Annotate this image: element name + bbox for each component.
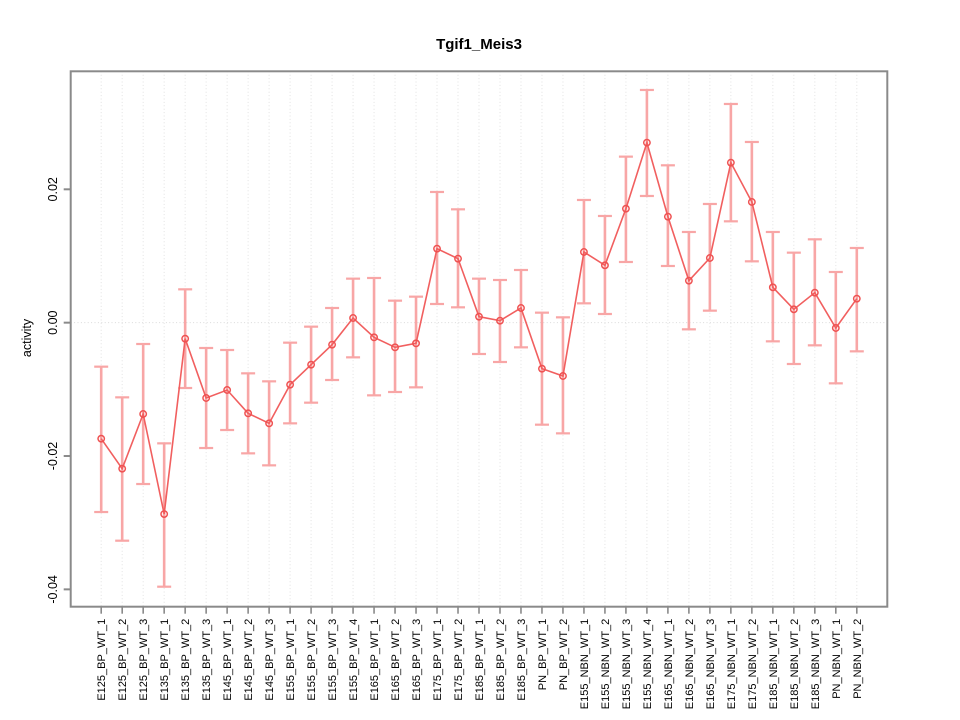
data-point-marker [579,248,588,256]
x-tick-label: E125_BP_WT_2 [117,619,129,701]
x-tick-label: E155_NBN_WT_2 [600,619,612,710]
x-tick-label: E165_BP_WT_2 [390,619,402,701]
chart-title: Tgif1_Meis3 [436,36,522,53]
data-point-marker [433,244,441,253]
data-point-marker [747,198,756,206]
x-tick-label: E165_BP_WT_3 [411,619,423,701]
data-point-marker [349,314,358,322]
x-tick-label: E145_BP_WT_1 [222,619,234,701]
data-point-marker [789,305,798,314]
x-tick-label: E135_BP_WT_2 [180,619,192,701]
data-point-marker [370,333,379,342]
data-point-marker [726,158,735,167]
x-tick-label: E185_NBN_WT_2 [789,619,801,710]
data-point-marker [118,464,127,473]
data-point-marker [852,294,861,303]
x-tick-label: E185_BP_WT_3 [516,619,528,701]
x-tick-label: E155_BP_WT_3 [327,619,339,701]
data-point-marker [97,434,106,443]
x-tick-label: PN_NBN_WT_1 [831,619,843,699]
data-point-marker [391,343,399,352]
data-point-marker [810,288,819,297]
x-tick-label: E155_BP_WT_4 [348,619,360,701]
x-tick-label: E175_NBN_WT_2 [747,619,759,710]
data-point-marker [768,283,777,292]
y-tick-label: 0.00 [46,310,60,334]
x-tick-label: E165_NBN_WT_2 [684,619,696,710]
data-point-marker [621,204,630,213]
data-point-marker [705,254,714,262]
x-tick-label: E165_NBN_WT_3 [705,619,717,710]
x-tick-label: E145_BP_WT_2 [243,619,255,701]
data-point-marker [286,380,295,389]
x-tick-label: E155_NBN_WT_4 [642,619,654,710]
y-axis-label: activity [20,318,34,358]
x-tick-label: E185_BP_WT_2 [495,619,507,701]
x-tick-label: E165_BP_WT_1 [369,619,381,701]
data-point-marker [475,312,483,321]
data-point-marker [454,254,462,263]
data-point-marker [538,364,546,373]
data-point-marker [244,409,253,418]
data-point-marker [831,324,840,332]
data-point-marker [223,386,232,394]
x-tick-label: E155_NBN_WT_3 [621,619,633,710]
x-tick-label: E185_NBN_WT_1 [768,619,780,710]
x-tick-label: E125_BP_WT_1 [96,619,108,701]
data-point-marker [202,394,211,402]
y-tick-label: 0.02 [46,177,60,201]
data-point-marker [684,276,693,285]
x-tick-label: E175_BP_WT_1 [432,619,444,701]
x-tick-label: E185_BP_WT_1 [474,619,486,701]
data-point-marker [265,419,274,428]
x-tick-label: E175_NBN_WT_1 [726,619,738,710]
data-point-marker [412,339,420,348]
x-tick-label: E185_NBN_WT_3 [810,619,822,710]
x-tick-label: E125_BP_WT_3 [138,619,150,701]
data-point-marker [160,510,169,518]
data-point-marker [517,304,525,312]
x-tick-label: PN_NBN_WT_2 [852,619,864,699]
y-tick-label: -0.04 [46,575,60,604]
data-point-marker [496,316,504,325]
data-point-marker [663,212,672,221]
x-tick-label: E165_NBN_WT_1 [663,619,675,710]
data-point-marker [307,360,316,369]
data-point-marker [139,410,148,418]
data-point-marker [328,340,337,349]
series-line [100,139,858,515]
x-tick-label: E135_BP_WT_1 [159,619,171,701]
data-point-marker [181,334,190,343]
x-tick-label: E145_BP_WT_3 [264,619,276,701]
data-point-marker [642,138,651,147]
x-tick-label: E155_BP_WT_2 [306,619,318,701]
x-tick-label: PN_BP_WT_1 [537,619,549,691]
x-tick-label: E175_BP_WT_2 [453,619,465,701]
x-tick-label: E155_NBN_WT_1 [579,619,591,710]
x-tick-label: PN_BP_WT_2 [558,619,570,691]
data-point-marker [600,261,609,270]
x-tick-label: E135_BP_WT_3 [201,619,213,701]
data-point-marker [559,372,567,380]
x-tick-label: E155_BP_WT_1 [285,619,297,701]
y-tick-label: -0.02 [46,442,60,471]
